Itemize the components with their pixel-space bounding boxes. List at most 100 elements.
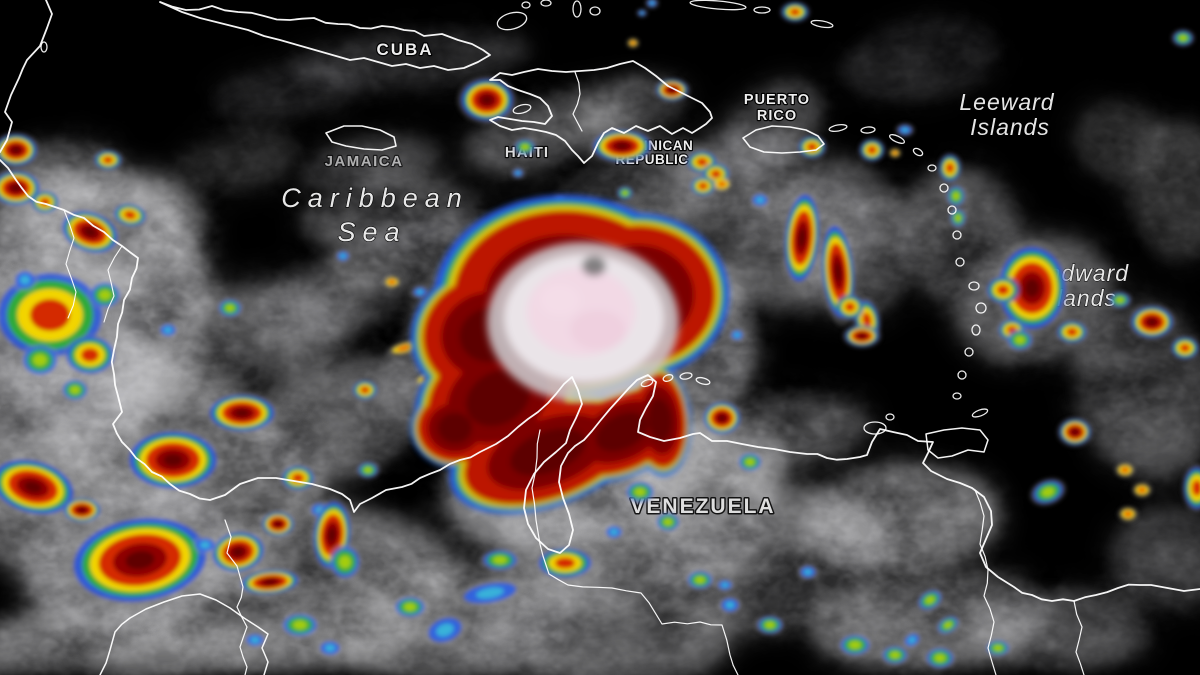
convective-cell xyxy=(511,167,525,179)
convective-cell xyxy=(513,138,537,156)
island-outline xyxy=(753,6,771,14)
island-outline xyxy=(689,0,747,11)
convective-cell xyxy=(87,280,123,310)
island-outline xyxy=(572,0,582,18)
border-colombia-venezuela-border xyxy=(531,429,739,675)
convective-cell xyxy=(535,546,595,580)
convective-cell xyxy=(842,324,882,348)
convective-cell xyxy=(11,267,39,293)
convective-cell xyxy=(1128,304,1176,340)
island-outline xyxy=(971,408,989,418)
island-outline xyxy=(589,6,601,16)
convective-cell xyxy=(888,147,902,159)
convective-cell xyxy=(280,464,316,492)
convective-cell xyxy=(58,208,122,256)
convective-cell xyxy=(62,511,218,609)
storm-core-layer xyxy=(487,242,679,402)
border-haiti-dr-border xyxy=(572,71,583,132)
island-outline xyxy=(828,124,848,132)
border-cam-border-1 xyxy=(63,209,77,319)
convective-cell xyxy=(1182,464,1200,512)
convective-cell xyxy=(689,175,717,197)
convective-cell xyxy=(1108,291,1132,309)
storm-core-blob xyxy=(570,310,626,350)
convective-cell xyxy=(351,379,379,401)
convective-cell xyxy=(316,638,344,658)
island-outline xyxy=(810,19,834,29)
convective-cell xyxy=(327,543,363,581)
island-outline xyxy=(888,134,906,144)
convective-cell xyxy=(93,149,123,171)
convective-cell xyxy=(654,511,682,533)
convective-cell xyxy=(626,37,640,49)
storm-core-blob xyxy=(540,284,580,316)
convective-cell xyxy=(782,187,822,289)
island-outline xyxy=(695,376,711,386)
convective-cell xyxy=(949,207,967,229)
convective-cell xyxy=(717,595,743,615)
island-outline xyxy=(947,205,957,215)
small-islands-layer xyxy=(40,0,989,435)
convective-cell xyxy=(457,76,517,124)
convective-cell xyxy=(237,568,303,596)
border-puerto-rico xyxy=(742,125,825,154)
border-guyana-border xyxy=(1073,600,1085,675)
convective-cell xyxy=(204,392,280,434)
convective-cell xyxy=(985,275,1021,305)
convective-cell xyxy=(60,378,90,402)
island-outline xyxy=(927,164,937,172)
storm-core-blob xyxy=(582,256,606,276)
convective-cell xyxy=(216,297,244,319)
border-jamaica xyxy=(325,125,397,151)
convective-cell xyxy=(260,510,296,538)
convective-cell xyxy=(452,578,528,608)
convective-cell xyxy=(334,249,352,263)
convective-cell xyxy=(935,615,961,635)
convective-cell xyxy=(479,548,521,572)
convective-cell xyxy=(916,588,944,612)
border-central-south-america-coast xyxy=(0,159,1200,602)
convective-cell xyxy=(603,523,625,541)
border-panama-colombia-border xyxy=(224,519,248,675)
convective-cell xyxy=(736,451,764,473)
convective-cell xyxy=(715,578,735,592)
island-outline xyxy=(952,230,962,240)
border-venezuela-guyana-border xyxy=(974,489,997,675)
convective-cell xyxy=(924,646,956,670)
island-outline xyxy=(863,421,887,435)
island-outline xyxy=(521,1,531,9)
island-outline xyxy=(860,126,876,134)
island-outline xyxy=(952,392,962,400)
convective-cell xyxy=(63,334,117,376)
convective-cell xyxy=(645,0,659,9)
convective-cell xyxy=(1057,417,1093,447)
convective-cell xyxy=(589,128,655,164)
convective-cell xyxy=(797,563,819,581)
convective-cell xyxy=(157,321,179,339)
convective-cell xyxy=(701,400,743,436)
border-trinidad xyxy=(925,427,989,459)
convective-cell xyxy=(685,569,715,591)
convective-cell xyxy=(0,455,81,519)
convective-cell xyxy=(624,480,656,504)
island-outline xyxy=(496,11,528,31)
map-label: JAMAICA xyxy=(325,153,404,170)
map-label: Sea xyxy=(337,217,406,247)
convective-cell xyxy=(1029,478,1067,506)
convective-cell xyxy=(654,78,690,102)
island-outline xyxy=(964,347,974,357)
convective-cell xyxy=(984,639,1012,657)
convective-cell xyxy=(1170,336,1200,360)
convective-cell xyxy=(1171,29,1195,47)
convective-cell xyxy=(993,240,1071,336)
border-cam-border-2 xyxy=(103,245,123,323)
island-outline xyxy=(40,41,48,53)
convective-cell xyxy=(880,644,910,666)
border-yucatan-coast xyxy=(0,0,53,153)
convective-cell xyxy=(755,614,785,636)
convective-cell xyxy=(112,202,148,228)
convective-cell xyxy=(1114,462,1136,478)
convective-cell xyxy=(835,293,865,321)
convective-cell xyxy=(858,138,886,162)
